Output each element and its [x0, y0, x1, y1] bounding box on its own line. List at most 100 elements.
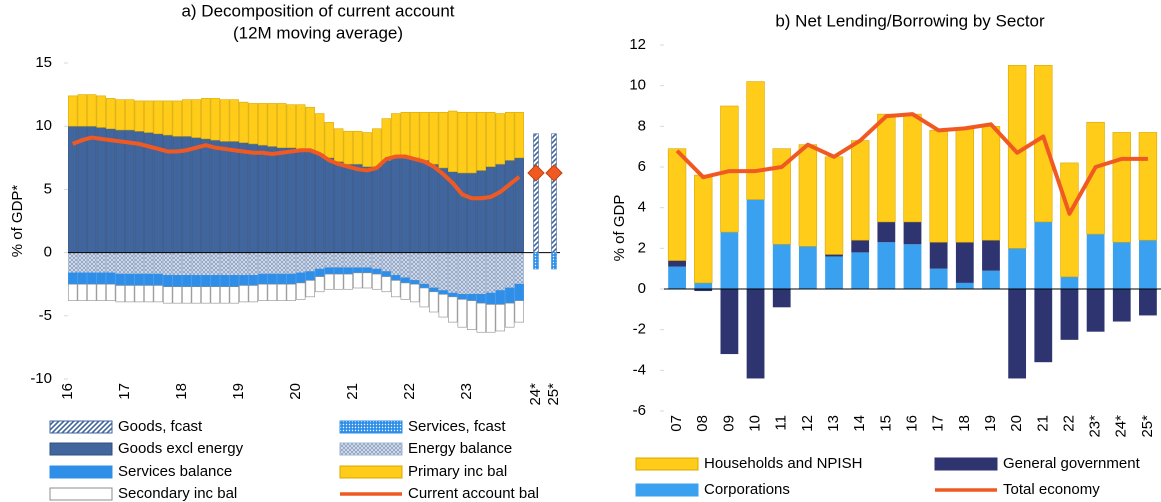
legend-label: General government — [1003, 455, 1141, 472]
x-tick-label: 17 — [930, 415, 947, 432]
bar — [267, 252, 277, 275]
bar — [514, 111, 524, 159]
bar — [981, 126, 1001, 241]
bar — [772, 289, 791, 308]
bar — [372, 273, 382, 290]
bar — [1112, 289, 1131, 322]
bar — [694, 282, 713, 289]
bar — [286, 273, 296, 285]
bar — [467, 294, 477, 301]
bar — [220, 141, 230, 253]
bar — [1034, 289, 1053, 363]
bar — [851, 240, 870, 253]
bar — [694, 289, 713, 292]
bar — [457, 299, 467, 328]
bar — [438, 252, 448, 291]
x-tick-label: 25* — [1139, 415, 1156, 438]
bar — [457, 252, 467, 295]
bar — [343, 130, 353, 165]
bar — [381, 252, 391, 272]
bar — [353, 267, 363, 274]
chart-title: a) Decomposition of current account — [181, 1, 454, 20]
bar — [668, 266, 686, 289]
bar — [305, 280, 315, 298]
bar — [353, 272, 363, 289]
bar — [391, 275, 401, 281]
bar — [850, 140, 870, 241]
bar — [305, 151, 315, 253]
bar — [903, 113, 922, 223]
bar — [286, 252, 296, 275]
y-axis-label: % of GDP* — [9, 185, 26, 258]
legend-label: Goods, fcast — [118, 418, 203, 435]
forecast-bar — [533, 133, 539, 253]
bar — [210, 98, 220, 141]
y-tick-label: 4 — [638, 199, 646, 216]
bar — [277, 283, 287, 301]
bar — [125, 252, 135, 275]
bar — [324, 157, 334, 253]
legend-swatch — [49, 465, 113, 479]
y-tick-label: 6 — [638, 158, 646, 175]
bar — [955, 242, 974, 283]
bar — [324, 122, 334, 159]
bar — [476, 252, 486, 295]
bar — [467, 300, 477, 331]
bar — [903, 221, 922, 245]
bar — [191, 275, 201, 288]
bar — [955, 128, 975, 243]
bar — [125, 99, 135, 131]
bar — [144, 100, 154, 133]
bar — [277, 147, 287, 253]
bar — [77, 272, 87, 285]
bar — [467, 252, 477, 295]
bar — [163, 286, 173, 304]
bar — [115, 285, 125, 303]
bar — [720, 232, 739, 289]
bar — [115, 273, 125, 286]
x-tick-label: 17 — [116, 383, 133, 400]
x-tick-label: 20 — [287, 383, 304, 400]
bar — [239, 252, 249, 276]
bar — [362, 166, 372, 253]
x-tick-label: 22 — [1060, 415, 1077, 432]
bar — [400, 282, 410, 300]
legend-swatch — [339, 442, 403, 456]
bar — [163, 252, 173, 276]
bar — [267, 283, 277, 301]
bar — [277, 273, 287, 285]
line — [72, 135, 521, 201]
bar — [457, 111, 467, 174]
bar — [825, 254, 843, 257]
bar — [68, 125, 78, 253]
bar — [153, 273, 163, 286]
bar — [381, 271, 391, 277]
bar — [210, 286, 220, 304]
bar — [746, 81, 765, 200]
x-tick-label: 15 — [877, 415, 894, 432]
bar — [315, 252, 325, 270]
bar — [1139, 289, 1157, 316]
bar — [353, 252, 363, 269]
bar — [248, 285, 258, 303]
x-tick-label: 13 — [825, 415, 842, 432]
bar — [305, 252, 315, 272]
bar — [324, 267, 334, 275]
y-tick-label: -5 — [39, 307, 52, 324]
y-tick-label: 15 — [35, 54, 52, 71]
bar — [296, 104, 306, 150]
legend-label: Current account bal — [408, 485, 539, 502]
bar — [1138, 132, 1158, 241]
bar — [87, 125, 97, 253]
bar — [419, 283, 429, 289]
bar — [305, 106, 315, 152]
bar — [258, 103, 268, 146]
bar — [746, 289, 765, 379]
bar — [457, 172, 467, 253]
bar — [400, 156, 410, 253]
bar — [486, 252, 496, 294]
chart-title: b) Net Lending/Borrowing by Sector — [775, 11, 1045, 30]
bar — [334, 161, 344, 253]
bar — [296, 272, 306, 284]
